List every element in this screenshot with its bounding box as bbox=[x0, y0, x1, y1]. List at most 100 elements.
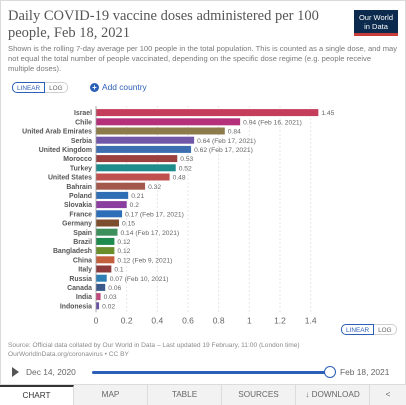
source-line-2: OurWorldInData.org/coronavirus • CC BY bbox=[8, 350, 129, 358]
value-label: 0.03 bbox=[104, 294, 117, 301]
play-icon[interactable] bbox=[12, 367, 19, 377]
x-tick-label: 0 bbox=[94, 315, 99, 325]
category-label: Canada bbox=[67, 285, 92, 292]
bar bbox=[96, 109, 319, 117]
bar bbox=[96, 164, 176, 172]
bar-chart: 0 0.2 0.4 0.6 0.8 1 1.2 1.4 Israel 1.45 Chile 0.94 … bbox=[22, 106, 335, 325]
bar bbox=[96, 155, 178, 163]
value-label: 0.15 bbox=[122, 221, 135, 228]
bar bbox=[96, 127, 225, 135]
bar bbox=[96, 256, 115, 264]
bar bbox=[96, 118, 241, 126]
add-country-label: Add country bbox=[102, 82, 147, 92]
value-label: 0.12 (Feb 9, 2021) bbox=[117, 257, 172, 264]
bar bbox=[96, 182, 146, 190]
value-label: 0.21 bbox=[131, 193, 144, 200]
value-label: 0.12 bbox=[117, 239, 130, 246]
category-label: Israel bbox=[74, 110, 92, 117]
category-label: India bbox=[76, 294, 92, 301]
bar bbox=[96, 228, 118, 236]
scale-toggle-bottom: LINEAR LOG bbox=[341, 324, 397, 335]
value-label: 0.07 (Feb 10, 2021) bbox=[110, 276, 169, 283]
bar bbox=[96, 173, 170, 181]
share-icon[interactable]: < bbox=[370, 385, 406, 405]
tab-download[interactable]: ↓ DOWNLOAD bbox=[296, 385, 370, 405]
category-label: Bahrain bbox=[66, 184, 92, 191]
x-tick-label: 0.6 bbox=[182, 315, 194, 325]
value-label: 0.17 (Feb 17, 2021) bbox=[125, 211, 184, 218]
add-country-button[interactable]: + Add country bbox=[90, 82, 147, 92]
timeline: Dec 14, 2020 Feb 18, 2021 bbox=[8, 364, 400, 380]
bar bbox=[96, 145, 192, 153]
tab-sources[interactable]: SOURCES bbox=[222, 385, 296, 405]
category-label: Germany bbox=[62, 221, 92, 228]
category-label: United States bbox=[48, 175, 92, 182]
value-label: 0.32 bbox=[148, 184, 161, 191]
log-scale-button[interactable]: LOG bbox=[45, 82, 68, 93]
category-label: Indonesia bbox=[60, 303, 92, 310]
bar bbox=[96, 136, 195, 144]
category-label: Italy bbox=[78, 267, 92, 274]
category-label: Russia bbox=[69, 276, 92, 283]
category-label: Bangladesh bbox=[53, 248, 92, 255]
timeline-track[interactable] bbox=[92, 371, 332, 374]
log-axis-button[interactable]: LOG bbox=[374, 324, 397, 335]
bar bbox=[96, 219, 119, 227]
value-label: 0.64 (Feb 17, 2021) bbox=[197, 138, 256, 145]
value-label: 1.45 bbox=[321, 110, 334, 117]
category-label: Spain bbox=[73, 230, 92, 237]
category-label: United Arab Emirates bbox=[22, 129, 92, 136]
category-label: Turkey bbox=[70, 165, 92, 172]
value-label: 0.1 bbox=[114, 267, 124, 274]
value-label: 0.06 bbox=[108, 285, 121, 292]
bar bbox=[96, 201, 127, 209]
source-note: Source: Official data collated by Our Wo… bbox=[8, 342, 398, 359]
value-label: 0.02 bbox=[102, 303, 115, 310]
tab-bar: CHART MAP TABLE SOURCES ↓ DOWNLOAD < bbox=[0, 384, 406, 405]
value-label: 0.48 bbox=[173, 175, 186, 182]
category-label: France bbox=[69, 211, 92, 218]
bar bbox=[96, 210, 123, 218]
category-label: Serbia bbox=[71, 138, 92, 145]
value-label: 0.52 bbox=[179, 165, 192, 172]
timeline-handle[interactable] bbox=[324, 366, 336, 378]
logo-line-1: Our World bbox=[358, 13, 394, 22]
bar bbox=[96, 191, 129, 199]
bar bbox=[96, 237, 115, 245]
x-tick-label: 0.8 bbox=[213, 315, 225, 325]
category-label: China bbox=[73, 257, 92, 264]
plus-icon: + bbox=[90, 82, 99, 92]
linear-axis-button[interactable]: LINEAR bbox=[341, 324, 375, 335]
tab-map[interactable]: MAP bbox=[74, 385, 148, 405]
x-tick-label: 1.2 bbox=[274, 315, 286, 325]
timeline-end-label: Feb 18, 2021 bbox=[340, 367, 390, 377]
value-label: 0.84 bbox=[228, 129, 241, 136]
value-label: 0.53 bbox=[180, 156, 193, 163]
category-label: Poland bbox=[69, 193, 92, 200]
owid-logo[interactable]: Our World in Data bbox=[354, 10, 398, 36]
category-label: Chile bbox=[75, 119, 92, 126]
category-label: Slovakia bbox=[64, 202, 92, 209]
category-label: United Kingdom bbox=[39, 147, 92, 154]
bar bbox=[96, 274, 107, 282]
source-line-1: Source: Official data collated by Our Wo… bbox=[8, 342, 300, 349]
bar bbox=[96, 265, 112, 273]
bar bbox=[96, 302, 100, 310]
linear-scale-button[interactable]: LINEAR bbox=[12, 82, 46, 93]
bar bbox=[96, 283, 106, 291]
value-label: 0.14 (Feb 17, 2021) bbox=[120, 230, 179, 237]
bar bbox=[96, 293, 101, 301]
category-label: Morocco bbox=[63, 156, 92, 163]
tab-chart[interactable]: CHART bbox=[0, 385, 74, 405]
tab-table[interactable]: TABLE bbox=[148, 385, 222, 405]
x-tick-label: 0.2 bbox=[121, 315, 133, 325]
timeline-start-label: Dec 14, 2020 bbox=[26, 367, 76, 377]
logo-line-2: in Data bbox=[364, 21, 388, 31]
category-label: Brazil bbox=[73, 239, 92, 246]
scale-toggle-top: LINEAR LOG bbox=[12, 82, 68, 93]
value-label: 0.94 (Feb 16, 2021) bbox=[243, 119, 302, 126]
x-tick-label: 1.4 bbox=[305, 315, 317, 325]
x-tick-label: 1 bbox=[247, 315, 252, 325]
timeline-fill bbox=[92, 371, 332, 374]
